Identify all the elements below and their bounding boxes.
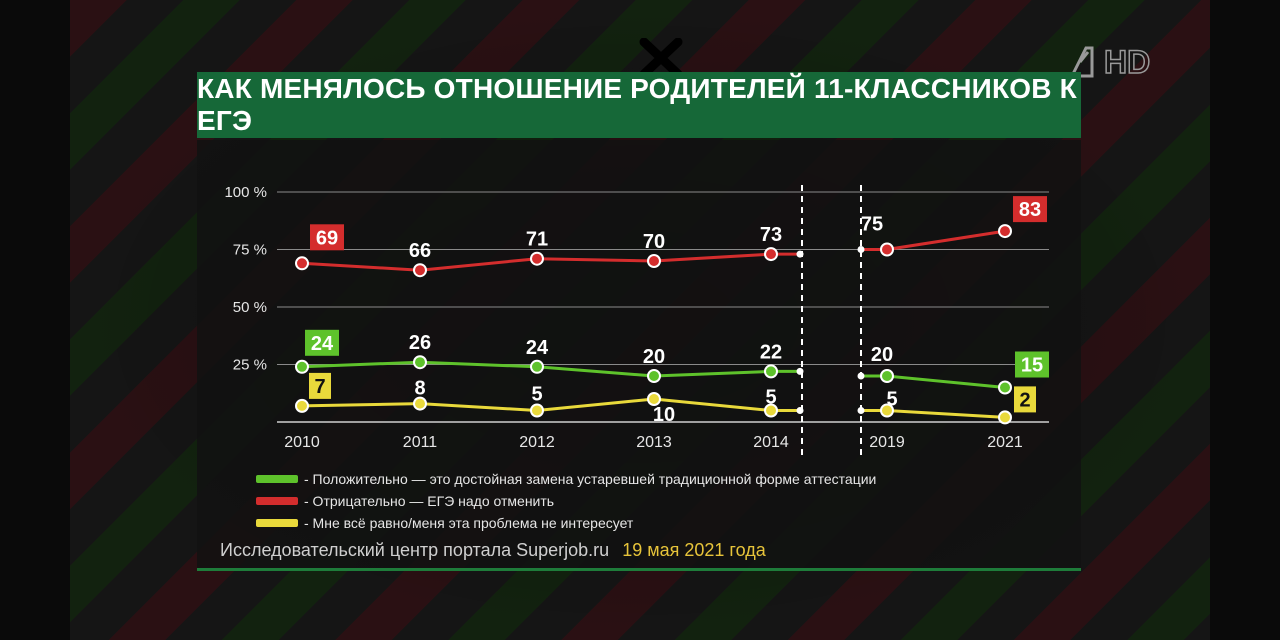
- data-label-positive: 24: [526, 337, 549, 359]
- legend-item-negative: - Отрицательно — ЕГЭ надо отменить: [256, 492, 554, 510]
- data-point-indifferent: [413, 396, 427, 411]
- legend-label: - Положительно — это достойная замена ус…: [304, 471, 877, 487]
- data-point-positive: [295, 359, 309, 374]
- break-dot: [796, 407, 804, 414]
- data-point-indifferent: [880, 403, 894, 418]
- data-label-positive: 20: [871, 344, 893, 366]
- break-dot: [796, 367, 804, 375]
- data-label-positive: 22: [760, 341, 782, 363]
- data-label-negative: 69: [316, 227, 338, 249]
- data-point-indifferent: [530, 403, 544, 418]
- series-line-indifferent: [301, 397, 799, 413]
- data-label-positive: 26: [409, 332, 431, 354]
- data-label-positive: 20: [643, 346, 665, 368]
- data-point-indifferent: [764, 403, 778, 418]
- data-label-negative: 75: [861, 214, 883, 236]
- decorative-cross-icon: [639, 38, 683, 78]
- title-bar: КАК МЕНЯЛОСЬ ОТНОШЕНИЕ РОДИТЕЛЕЙ 11-КЛАС…: [197, 72, 1081, 138]
- page-title: КАК МЕНЯЛОСЬ ОТНОШЕНИЕ РОДИТЕЛЕЙ 11-КЛАС…: [197, 73, 1077, 136]
- break-dot: [857, 246, 865, 253]
- data-label-negative: 71: [526, 229, 548, 251]
- break-dot: [857, 372, 865, 380]
- data-point-indifferent: [998, 410, 1012, 425]
- source-organization: Исследовательский центр портала Superjob…: [220, 540, 610, 560]
- data-point-negative: [413, 263, 427, 278]
- logo-hd-text: HD: [1103, 43, 1151, 81]
- data-point-positive: [764, 364, 778, 379]
- data-label-box: [310, 224, 344, 251]
- data-label-box: [1014, 386, 1036, 413]
- data-label-positive: 15: [1021, 355, 1043, 377]
- data-point-positive: [998, 380, 1012, 395]
- line-chart: 100 %75 %50 %25 %2010 2011 2012 2013 2014 201…: [224, 184, 1049, 460]
- data-label-box: [309, 372, 331, 399]
- channel-one-hd-logo: HD: [1066, 42, 1161, 82]
- x-tick-label: 2010: [284, 434, 320, 451]
- legend-swatch: [256, 497, 298, 505]
- data-label-indifferent: 5: [886, 389, 897, 411]
- y-tick-label: 100 %: [224, 184, 267, 201]
- data-point-indifferent: [295, 398, 309, 413]
- data-label-negative: 66: [409, 240, 431, 262]
- break-dot: [796, 250, 804, 258]
- data-point-negative: [647, 254, 661, 268]
- data-point-indifferent: [647, 392, 661, 406]
- data-label-negative: 70: [643, 231, 665, 253]
- data-point-negative: [880, 242, 894, 257]
- x-tick-label: 2013: [636, 434, 672, 451]
- legend-item-indifferent: - Мне всё равно/меня эта проблема не инт…: [256, 514, 633, 532]
- data-label-box: [1015, 351, 1049, 378]
- legend-swatch: [256, 519, 298, 527]
- data-label-indifferent: 10: [653, 404, 675, 426]
- x-tick-label: 2012: [519, 434, 555, 451]
- x-tick-label: 2011: [403, 434, 438, 451]
- y-tick-label: 25 %: [233, 357, 267, 374]
- y-tick-label: 75 %: [233, 242, 267, 259]
- data-point-negative: [295, 256, 309, 271]
- legend-label: - Мне всё равно/меня эта проблема не инт…: [304, 515, 634, 531]
- data-point-positive: [413, 355, 427, 370]
- legend-swatch: [256, 475, 298, 483]
- x-tick-label: 2021: [987, 434, 1023, 451]
- x-tick-label: 2019: [869, 434, 905, 451]
- break-dot: [857, 407, 865, 414]
- data-label-box: [1013, 196, 1047, 223]
- source-date: 19 мая 2021 года: [622, 540, 766, 560]
- data-label-indifferent: 5: [531, 384, 542, 406]
- data-point-positive: [647, 369, 661, 383]
- x-tick-label: 2014: [753, 434, 789, 451]
- data-label-indifferent: 7: [314, 376, 325, 398]
- data-point-negative: [764, 247, 778, 262]
- data-point-negative: [530, 251, 544, 266]
- panel-accent-line: [197, 568, 1081, 571]
- legend-item-positive: - Положительно — это достойная замена ус…: [256, 470, 876, 488]
- data-label-negative: 83: [1019, 199, 1041, 221]
- legend-label: - Отрицательно — ЕГЭ надо отменить: [304, 493, 555, 509]
- data-label-indifferent: 2: [1019, 389, 1030, 411]
- data-label-indifferent: 8: [414, 378, 425, 400]
- data-label-negative: 73: [760, 224, 782, 246]
- chart-panel: [197, 140, 1081, 570]
- series-line-negative: [301, 252, 799, 272]
- data-point-positive: [880, 369, 894, 383]
- data-point-positive: [530, 359, 544, 374]
- y-tick-label: 50 %: [233, 299, 267, 316]
- data-point-negative: [998, 224, 1012, 239]
- data-label-indifferent: 5: [765, 387, 776, 409]
- source-line: Исследовательский центр портала Superjob…: [220, 540, 766, 561]
- data-label-box: [305, 329, 339, 356]
- data-label-positive: 24: [311, 333, 334, 355]
